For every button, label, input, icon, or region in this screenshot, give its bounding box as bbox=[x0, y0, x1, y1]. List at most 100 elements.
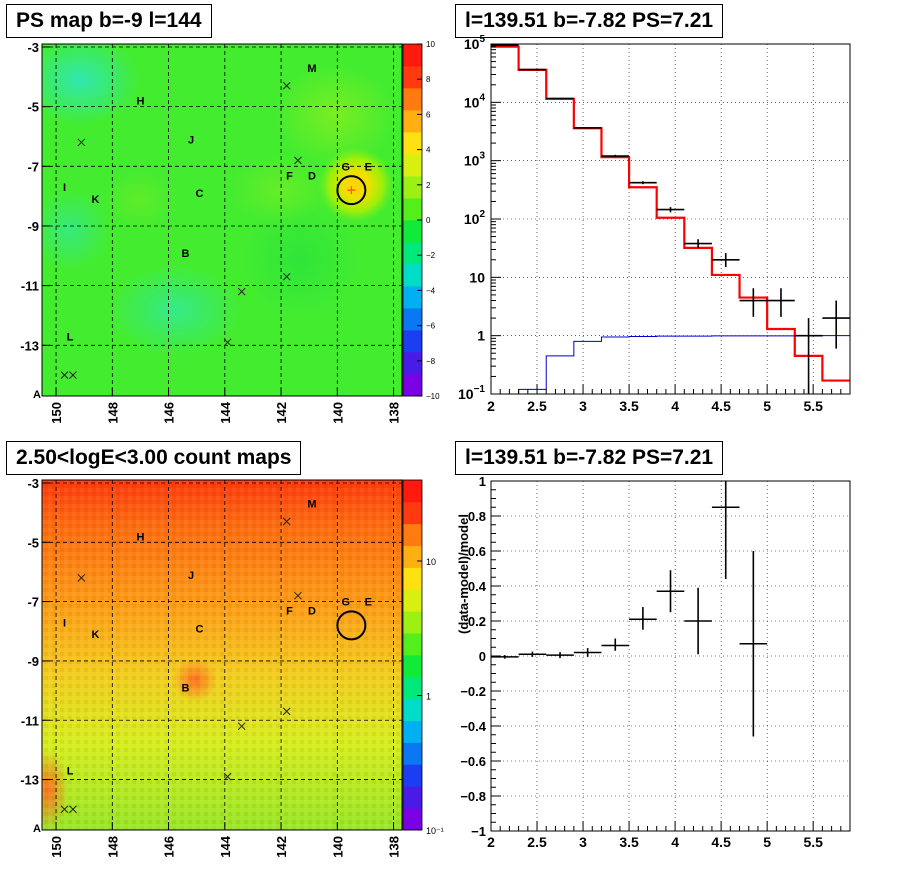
map1-colorbar-segment bbox=[403, 66, 422, 89]
map1-colorbar-label: −6 bbox=[426, 322, 436, 331]
ps-map-region-cyan bbox=[42, 44, 140, 125]
map1-source-cross bbox=[223, 338, 232, 347]
map1-colorbar-segment bbox=[403, 330, 422, 353]
map2-source-label: G bbox=[341, 597, 350, 609]
map2-colorbar-segment bbox=[403, 633, 422, 656]
map1-colorbar-label: −4 bbox=[426, 286, 436, 295]
map2-source-label: D bbox=[308, 606, 316, 618]
map2-y-tick-label: -9 bbox=[27, 654, 39, 669]
map1-colorbar-segment bbox=[403, 110, 422, 133]
residual-y-tick-label: −0.8 bbox=[460, 789, 486, 804]
map2-colorbar-label: 10 bbox=[426, 557, 436, 567]
map1-colorbar-segment bbox=[403, 242, 422, 265]
residual-x-tick-label: 2 bbox=[487, 834, 495, 850]
map1-colorbar-label: 6 bbox=[426, 110, 431, 119]
map1-x-tick-label: 150 bbox=[49, 402, 64, 424]
map1-source-cross bbox=[282, 81, 291, 90]
map1-colorbar-label: 4 bbox=[426, 146, 431, 155]
map2-source-cross bbox=[69, 805, 77, 814]
map2-source-label: F bbox=[286, 606, 293, 618]
map1-colorbar-segment bbox=[403, 132, 422, 155]
map1-x-tick-label: 138 bbox=[387, 402, 402, 424]
map1-y-tick-label: -9 bbox=[27, 219, 39, 234]
residual-y-tick-label: 0 bbox=[479, 649, 486, 664]
model-histogram bbox=[491, 45, 850, 382]
map1-source-label: C bbox=[196, 188, 204, 200]
map1-source-cross bbox=[77, 138, 86, 147]
ps-map-region-green bbox=[240, 200, 360, 320]
map2-y-tick-label: -11 bbox=[21, 713, 39, 728]
map1-source-label: M bbox=[307, 63, 316, 75]
spectrum-y-tick-label: 104 bbox=[464, 92, 486, 110]
map1-source-cross bbox=[282, 272, 291, 281]
map2-x-tick-label: 140 bbox=[330, 836, 345, 858]
map1-source-cross bbox=[294, 156, 302, 165]
map1-source-label: B bbox=[181, 248, 189, 260]
map1-colorbar-label: 2 bbox=[426, 181, 431, 190]
residual-y-tick-label: 0.8 bbox=[468, 509, 486, 524]
map1-source-label: F bbox=[286, 170, 293, 182]
background-histogram bbox=[491, 335, 850, 395]
map1-colorbar-segment bbox=[403, 286, 422, 309]
map1-colorbar-label: −2 bbox=[426, 251, 436, 260]
map1-source-cross bbox=[69, 371, 77, 379]
map1-x-tick-label: 140 bbox=[330, 402, 345, 424]
map2-source-cross bbox=[60, 805, 69, 814]
map1-source-label: E bbox=[365, 161, 372, 173]
map2-x-tick-label: 138 bbox=[387, 836, 402, 858]
spectrum-y-tick-label: 10 bbox=[469, 269, 485, 285]
map2-colorbar-segment bbox=[403, 545, 422, 568]
map2-colorbar-label: 10⁻¹ bbox=[426, 826, 444, 836]
map1-corner-label: A bbox=[33, 389, 41, 401]
map2-x-tick-label: 144 bbox=[218, 835, 233, 857]
map2-colorbar-segment bbox=[403, 720, 422, 743]
map1-colorbar-label: 8 bbox=[426, 75, 431, 84]
residual-y-tick-label: −0.2 bbox=[460, 684, 486, 699]
spectrum-x-tick-label: 2.5 bbox=[527, 398, 547, 414]
residual-x-tick-label: 4 bbox=[671, 834, 679, 850]
map2-source-label: E bbox=[365, 597, 372, 609]
map2-x-tick-label: 142 bbox=[274, 836, 289, 858]
ps-map-frame bbox=[41, 43, 403, 397]
map2-y-tick-label: -7 bbox=[27, 595, 39, 610]
map2-source-label: J bbox=[188, 570, 194, 582]
map2-source-label: C bbox=[196, 623, 204, 635]
spectrum-y-tick-label: 102 bbox=[464, 209, 486, 227]
map1-colorbar-segment bbox=[403, 264, 422, 287]
map1-target-circle bbox=[336, 175, 367, 206]
spectrum-x-tick-label: 4.5 bbox=[711, 398, 731, 414]
map2-source-cross bbox=[282, 707, 291, 716]
map1-colorbar-label: 0 bbox=[426, 216, 431, 225]
map1-colorbar-segment bbox=[403, 88, 422, 111]
map2-source-label: M bbox=[307, 499, 316, 511]
map2-colorbar-segment bbox=[403, 808, 422, 831]
map2-source-cross bbox=[77, 574, 86, 582]
map1-colorbar-label: −10 bbox=[426, 392, 440, 401]
map1-colorbar-segment bbox=[403, 176, 422, 199]
count-map-frame bbox=[41, 479, 403, 831]
map2-source-label: B bbox=[181, 683, 189, 695]
map1-source-cross bbox=[237, 287, 246, 296]
map2-colorbar-segment bbox=[403, 589, 422, 612]
residual-frame bbox=[490, 480, 851, 832]
map1-colorbar-segment bbox=[403, 220, 422, 243]
spectrum-x-tick-label: 4 bbox=[671, 398, 679, 414]
count-map-title: 2.50<logE<3.00 count maps bbox=[6, 441, 302, 475]
map2-corner-label: A bbox=[33, 823, 41, 835]
map1-colorbar-segment bbox=[403, 308, 422, 331]
map2-x-tick-label: 150 bbox=[49, 836, 64, 858]
spectrum-y-tick-label: 10−1 bbox=[458, 384, 485, 402]
map1-x-tick-label: 142 bbox=[274, 402, 289, 424]
map2-source-label: L bbox=[67, 766, 74, 778]
map2-colorbar-segment bbox=[403, 764, 422, 787]
residual-x-tick-label: 3.5 bbox=[619, 834, 639, 850]
map2-y-tick-label: -5 bbox=[27, 535, 39, 550]
map1-colorbar-segment bbox=[403, 44, 422, 67]
map2-colorbar-segment bbox=[403, 480, 422, 503]
map2-source-cross bbox=[282, 517, 291, 526]
map2-x-tick-label: 148 bbox=[105, 836, 120, 858]
map1-y-tick-label: -3 bbox=[27, 40, 39, 55]
map2-source-label: I bbox=[63, 617, 66, 629]
spectrum-frame bbox=[490, 43, 851, 395]
